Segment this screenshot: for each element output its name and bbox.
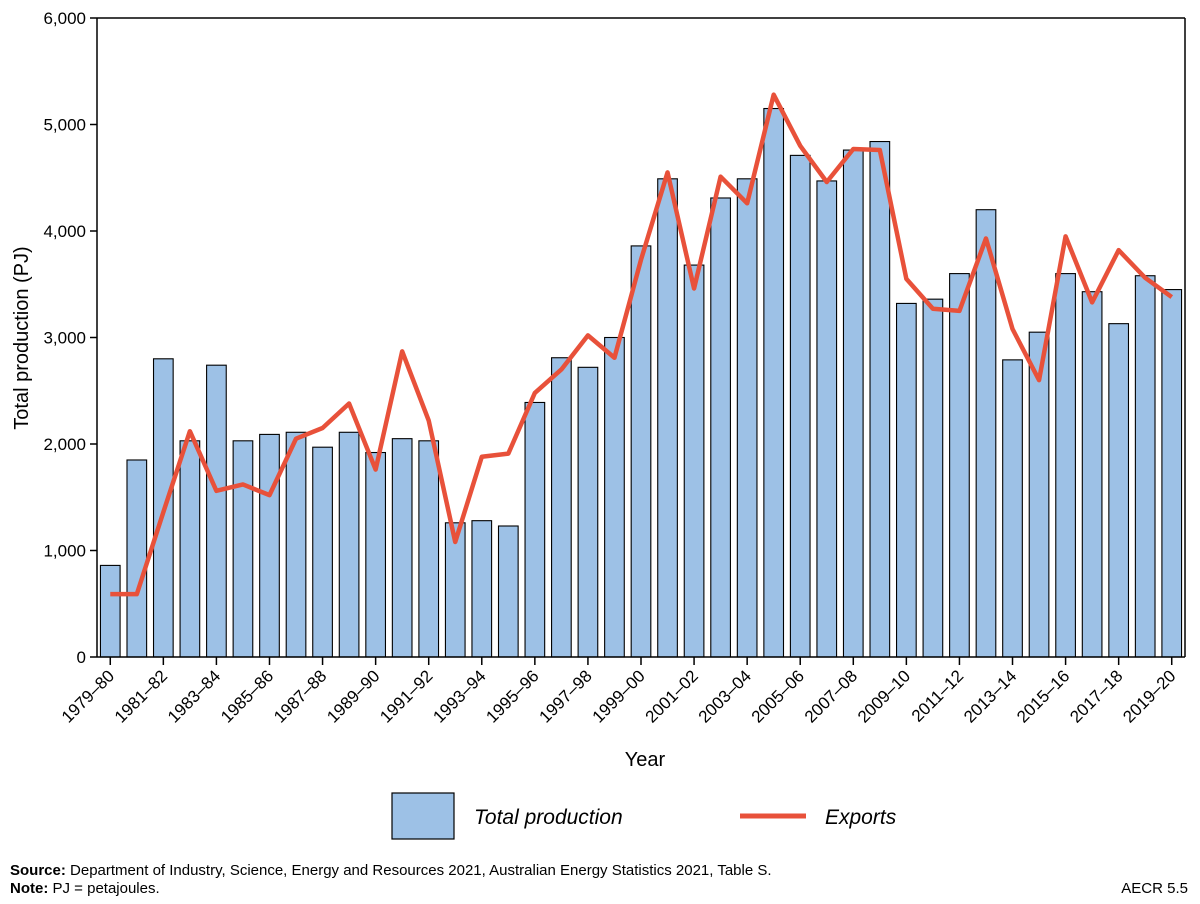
bar-total-production-2002–03 — [710, 197, 731, 658]
bar-total-production-2016–17 — [1081, 291, 1103, 658]
x-tick-label: 2007–08 — [801, 666, 861, 726]
bar-total-production-2017–18 — [1108, 323, 1130, 658]
bar-total-production-2019–20 — [1161, 289, 1183, 658]
bar-total-production-1979–80 — [99, 564, 121, 658]
bar-total-production-1990–91 — [391, 438, 413, 658]
bar-total-production-2018–19 — [1134, 275, 1156, 658]
bar-total-production-1983–84 — [206, 364, 227, 658]
legend: Total production Exports — [391, 792, 897, 840]
x-axis-title: Year — [625, 749, 666, 771]
bar-total-production-2015–16 — [1055, 273, 1076, 658]
x-tick-label: 2011–12 — [908, 666, 967, 725]
bar-total-production-2003–04 — [736, 178, 758, 658]
bar-total-production-2010–11 — [922, 298, 944, 658]
bar-total-production-1984–85 — [232, 440, 254, 658]
bar-total-production-1993–94 — [471, 520, 493, 658]
x-tick-label: 1981–82 — [111, 666, 171, 726]
x-tick-label: 1987–88 — [270, 666, 330, 726]
bar-total-production-2011–12 — [949, 273, 970, 658]
bar-total-production-1982–83 — [179, 440, 201, 658]
legend-swatch-total-production — [391, 792, 455, 840]
bar-total-production-1996–97 — [551, 357, 572, 658]
bars-layer — [99, 107, 1183, 658]
bar-total-production-1980–81 — [126, 459, 148, 658]
bar-total-production-2009–10 — [895, 302, 917, 658]
bar-total-production-1985–86 — [259, 433, 280, 658]
note-label: Note: — [10, 880, 49, 897]
bar-total-production-2013–14 — [1002, 359, 1023, 658]
x-tick-label: 1989–90 — [323, 666, 383, 726]
x-tick-label: 2013–14 — [960, 666, 1020, 726]
y-tick-label: 4,000 — [43, 222, 86, 241]
bar-total-production-1999–00 — [630, 245, 652, 658]
note-text: PJ = petajoules. — [48, 880, 160, 897]
footer-source: Source: Department of Industry, Science,… — [10, 862, 772, 880]
bar-total-production-2012–13 — [975, 209, 997, 658]
x-tick-label: 1985–86 — [217, 666, 277, 726]
bar-total-production-2008–09 — [869, 140, 891, 658]
bar-total-production-1989–90 — [365, 451, 387, 658]
bar-total-production-1986–87 — [285, 431, 307, 658]
bar-total-production-2007–08 — [842, 149, 864, 658]
bar-total-production-1994–95 — [497, 525, 519, 658]
x-tick-label: 1979–80 — [58, 666, 118, 726]
bar-total-production-1988–89 — [338, 431, 360, 658]
exports-line-layer — [110, 92, 1174, 597]
y-tick-label: 0 — [77, 648, 86, 667]
y-tick-label: 1,000 — [43, 542, 86, 561]
y-tick-label: 3,000 — [43, 329, 86, 348]
y-tick-label: 5,000 — [43, 116, 86, 135]
source-text: Department of Industry, Science, Energy … — [65, 862, 772, 879]
bar-total-production-1997–98 — [577, 366, 599, 658]
x-tick-label: 1999–00 — [589, 666, 649, 726]
figure-id: AECR 5.5 — [1121, 880, 1188, 897]
bar-total-production-2006–07 — [816, 180, 838, 658]
bar-total-production-2001–02 — [683, 264, 705, 658]
x-tick-label: 1997–98 — [536, 666, 596, 726]
y-tick-label: 6,000 — [43, 9, 86, 28]
x-tick-label: 2009–10 — [854, 666, 914, 726]
x-tick-label: 2003–04 — [695, 666, 755, 726]
x-tick-label: 1991–92 — [376, 666, 436, 726]
y-tick-label: 2,000 — [43, 435, 86, 454]
bar-total-production-1987–88 — [312, 446, 333, 658]
legend-label-exports: Exports — [825, 806, 897, 829]
x-tick-label: 1983–84 — [164, 666, 224, 726]
x-tick-label: 2001–02 — [642, 666, 702, 726]
bar-total-production-1998–99 — [604, 336, 625, 658]
bar-total-production-2004–05 — [763, 107, 785, 658]
x-tick-label: 2005–06 — [748, 666, 808, 726]
x-tick-label: 2015–16 — [1013, 666, 1073, 726]
x-tick-label: 2019–20 — [1119, 666, 1179, 726]
y-axis-title: Total production (PJ) — [11, 246, 33, 429]
x-tick-label: 1993–94 — [429, 666, 489, 726]
legend-label-total-production: Total production — [474, 806, 623, 829]
x-tick-label: 2017–18 — [1066, 666, 1126, 726]
bar-total-production-1995–96 — [524, 401, 546, 658]
bar-total-production-2000–01 — [657, 178, 678, 658]
x-tick-label: 1995–96 — [482, 666, 542, 726]
footer-note: Note: PJ = petajoules. — [10, 880, 160, 898]
bar-total-production-2005–06 — [789, 154, 811, 658]
bar-total-production-1991–92 — [418, 440, 440, 658]
source-label: Source: — [10, 862, 66, 879]
exports-line — [110, 92, 1174, 597]
